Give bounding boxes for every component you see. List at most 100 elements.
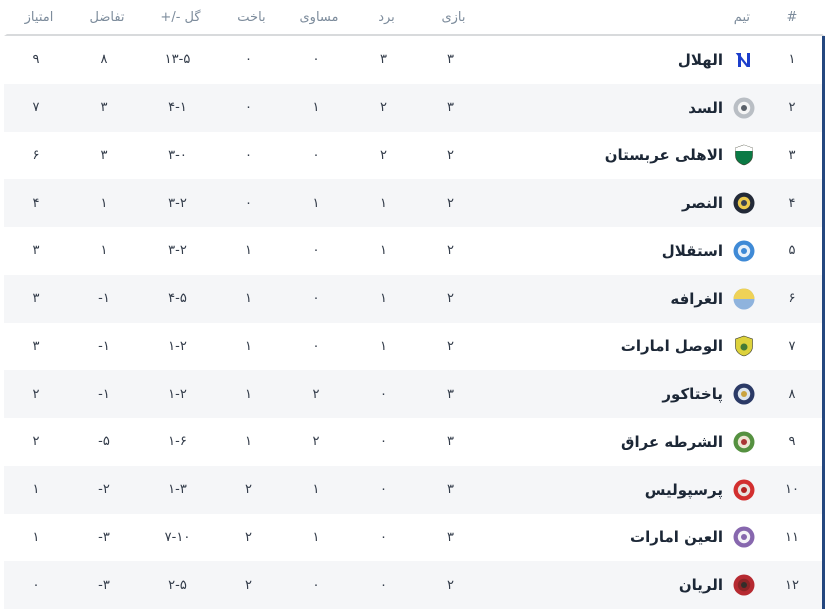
team-cell[interactable]: العین امارات [484,514,762,562]
al-hilal-logo [733,49,755,71]
table-row: ۸ پاختاکور ۳ ۰ ۲ ۱ ۱-۲ -۱ ۲ [4,370,822,418]
lost-value: ۲ [245,577,252,593]
diff-value: -۱ [98,291,110,307]
won-value: ۳ [380,52,387,68]
header-won: برد [378,9,395,25]
header-drawn: مساوی [299,9,339,25]
header-team: تیم [733,9,750,25]
played-value: ۲ [447,147,454,163]
team-cell[interactable]: پرسپولیس [484,466,762,514]
team-cell[interactable]: الریان [484,561,762,609]
team-cell[interactable]: النصر [484,179,762,227]
drawn-value: ۲ [312,386,320,402]
team-name: الوصل امارات [620,337,723,356]
team-rank: ۱۰ [785,482,799,498]
team-rank: ۲ [788,100,796,116]
team-cell[interactable]: الشرطه عراق [484,418,762,466]
points-value: ۳ [32,338,40,354]
played-value: ۳ [447,386,454,402]
diff-value: ۱ [100,243,108,259]
header-diff: تفاضل [89,9,125,25]
pakhtakor-logo [733,383,755,405]
lost-value: ۰ [245,195,252,211]
won-value: ۰ [380,386,387,402]
played-value: ۳ [447,482,454,498]
team-rank: ۳ [788,147,796,163]
drawn-value: ۰ [312,147,320,163]
lost-value: ۰ [245,147,252,163]
drawn-value: ۱ [312,529,320,545]
lost-value: ۱ [245,434,252,450]
al-nassr-logo [733,192,755,214]
table-header-row: # تیم بازی برد مساوی باخت گل -/+ تفاضل ا… [4,0,825,36]
lost-value: ۲ [245,529,252,545]
diff-value: ۳ [100,147,108,163]
points-value: ۰ [32,577,40,593]
al-wasl-logo [733,335,755,357]
team-name: النصر [681,194,723,213]
won-value: ۰ [380,529,387,545]
diff-value: -۳ [98,577,110,593]
team-rank: ۷ [788,338,796,354]
team-rank: ۴ [788,195,796,211]
team-name: استقلال [661,241,723,260]
team-rank: ۵ [788,243,796,259]
won-value: ۲ [380,100,387,116]
played-value: ۲ [447,243,454,259]
played-value: ۳ [447,434,454,450]
table-body: ۱ الهلال ۳ ۳ ۰ ۰ ۱۳-۵ ۸ ۹ ۲ السد ۳ ۲ ۱ ۰… [4,36,825,609]
team-rank: ۹ [788,434,796,450]
lost-value: ۱ [245,338,252,354]
diff-value: -۱ [98,386,110,402]
goals-value: ۱-۲ [168,386,187,402]
drawn-value: ۰ [312,577,320,593]
table-row: ۲ السد ۳ ۲ ۱ ۰ ۴-۱ ۳ ۷ [4,83,822,132]
team-rank: ۸ [788,386,796,402]
goals-value: ۱-۳ [168,482,187,498]
won-value: ۱ [380,291,387,307]
lost-value: ۱ [245,386,252,402]
team-cell[interactable]: الاهلی عربستان [484,132,762,180]
al-shorta-logo [733,431,755,453]
table-row: ۹ الشرطه عراق ۳ ۰ ۲ ۱ ۱-۶ -۵ ۲ [4,418,822,466]
team-rank: ۱۲ [785,577,799,593]
team-rank: ۱ [788,52,796,68]
drawn-value: ۰ [312,243,320,259]
header-rank: # [786,9,798,25]
won-value: ۰ [380,577,387,593]
played-value: ۳ [447,52,454,68]
team-name: السد [688,98,723,117]
team-cell[interactable]: الوصل امارات [484,323,762,371]
team-name: الهلال [677,50,723,69]
goals-value: ۳-۰ [168,147,187,163]
team-name: الاهلی عربستان [604,146,723,165]
points-value: ۴ [32,195,40,211]
team-cell[interactable]: الغرافه [484,275,762,323]
drawn-value: ۰ [312,338,320,354]
lost-value: ۰ [245,52,252,68]
team-cell[interactable]: پاختاکور [484,370,762,418]
won-value: ۰ [380,434,387,450]
drawn-value: ۰ [312,291,320,307]
al-gharafa-logo [733,288,755,310]
al-ain-logo [733,526,755,548]
table-row: ۴ النصر ۲ ۱ ۱ ۰ ۳-۲ ۱ ۴ [4,179,822,227]
goals-value: ۲-۵ [168,577,187,593]
points-value: ۳ [32,243,40,259]
team-cell[interactable]: الهلال [484,36,762,84]
table-row: ۶ الغرافه ۲ ۱ ۰ ۱ ۴-۵ -۱ ۳ [4,274,822,323]
team-name: العین امارات [630,528,723,547]
played-value: ۲ [447,338,454,354]
team-cell[interactable]: استقلال [484,227,762,275]
goals-value: ۴-۵ [168,291,187,307]
al-sadd-logo [733,97,755,119]
points-value: ۷ [32,100,40,116]
drawn-value: ۱ [312,100,320,116]
goals-value: ۱-۶ [168,434,187,450]
lost-value: ۱ [245,291,252,307]
team-name: الغرافه [670,289,723,308]
goals-value: ۴-۱ [168,100,187,116]
diff-value: -۱ [98,338,110,354]
points-value: ۱ [32,529,40,545]
team-cell[interactable]: السد [484,84,762,132]
